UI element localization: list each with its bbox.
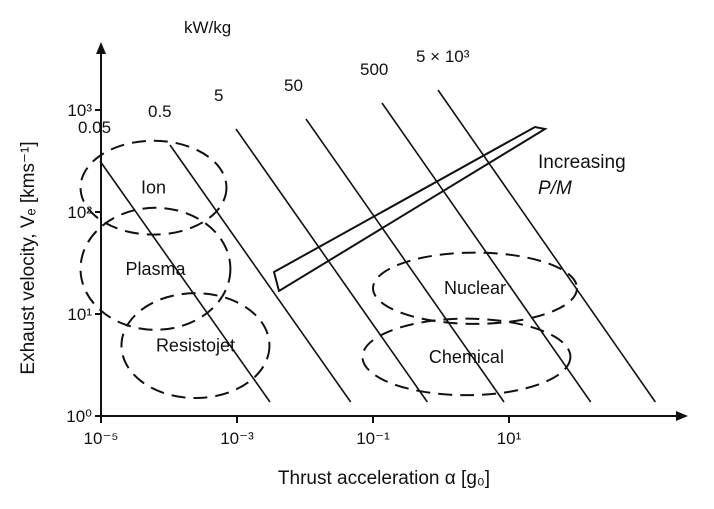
power-line-label: 5 × 10³ [416, 47, 470, 66]
region-label: Nuclear [444, 278, 506, 298]
power-line-label: 0.05 [78, 118, 111, 137]
region-ellipse [79, 139, 228, 236]
region-label: Chemical [429, 347, 504, 367]
y-tick-label: 10¹ [67, 305, 92, 324]
power-line-label: 500 [360, 60, 388, 79]
region-label: Ion [141, 178, 166, 198]
annotation-line2: P/M [538, 178, 572, 199]
y-tick-label: 10⁰ [66, 407, 92, 426]
power-line [437, 89, 656, 403]
power-line-label: 5 [214, 86, 223, 105]
power-unit-label: kW/kg [184, 18, 231, 37]
x-axis-title: Thrust acceleration α [g₀] [278, 468, 490, 489]
annotation-line1: Increasing [538, 152, 626, 173]
x-tick-group: 10⁻⁵ 10⁻³ 10⁻¹ 10¹ [84, 416, 522, 448]
y-tick-group: 10⁰ 10¹ 10² 10³ [66, 101, 101, 426]
increasing-pm-band [272, 125, 548, 293]
region-ellipse [120, 292, 271, 400]
regions-group: Ion Plasma Resistojet Nuclear Chemical [79, 139, 578, 400]
power-line [305, 118, 505, 403]
region-ellipse [79, 206, 232, 331]
region-ellipse [361, 317, 572, 397]
power-line [99, 160, 271, 403]
region-label: Resistojet [156, 336, 235, 356]
region-label: Plasma [125, 259, 186, 279]
x-tick-label: 10⁻³ [220, 429, 254, 448]
y-tick-label: 10² [67, 203, 92, 222]
x-tick-label: 10⁻¹ [356, 429, 390, 448]
x-tick-label: 10¹ [497, 429, 522, 448]
x-tick-label: 10⁻⁵ [84, 429, 119, 448]
y-axis-title: Exhaust velocity, Vₑ [kms⁻¹] [18, 141, 39, 374]
power-line-label: 50 [284, 76, 303, 95]
region-ellipse [372, 251, 578, 325]
y-tick-label: 10³ [67, 101, 92, 120]
power-line [169, 144, 352, 403]
power-line-label: 0.5 [148, 102, 172, 121]
power-line [235, 128, 428, 403]
